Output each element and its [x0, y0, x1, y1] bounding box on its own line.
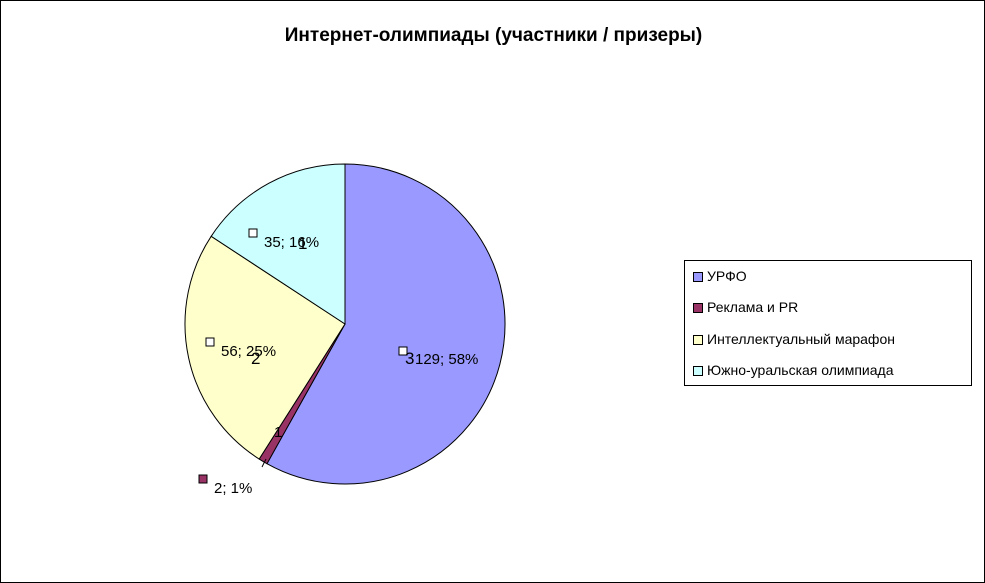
legend-item-urfo: УРФО: [693, 268, 747, 284]
legend-label: Реклама и PR: [707, 299, 799, 315]
slice-olimpiada: [210, 163, 346, 325]
legend-label: Интеллектуальный марафон: [707, 331, 895, 347]
slice-inner-label: 1: [274, 424, 282, 441]
legend-item-reklama: Реклама и PR: [693, 299, 799, 315]
legend-swatch: [693, 303, 703, 313]
legend-label: Южно-уральская олимпиада: [707, 362, 894, 378]
legend: УРФО Реклама и PR Интеллектуальный мараф…: [684, 260, 972, 386]
slice-urfo: [266, 163, 506, 485]
data-label-marker: [398, 346, 408, 356]
chart-title: Интернет-олимпиады (участники / призеры): [284, 25, 703, 46]
legend-swatch: [693, 335, 703, 345]
data-label-marker: [198, 474, 208, 484]
legend-item-olimpiada: Южно-уральская олимпиада: [693, 362, 894, 378]
legend-label: УРФО: [707, 268, 747, 284]
data-label: 129; 58%: [415, 351, 478, 368]
data-label: 56; 25%: [221, 343, 276, 360]
slice-marafon: [184, 235, 346, 460]
slice-inner-label: 1: [298, 234, 307, 253]
data-label-marker: [248, 228, 258, 238]
legend-swatch: [693, 366, 703, 376]
slice-inner-label: 3: [405, 349, 414, 368]
data-label: 2; 1%: [214, 480, 252, 497]
legend-swatch: [693, 272, 703, 282]
data-label-marker: [205, 337, 215, 347]
leader-line: [261, 458, 267, 468]
data-label: 35; 16%: [264, 234, 319, 251]
slice-inner-label: 2: [251, 349, 260, 368]
legend-item-marafon: Интеллектуальный марафон: [693, 331, 895, 347]
